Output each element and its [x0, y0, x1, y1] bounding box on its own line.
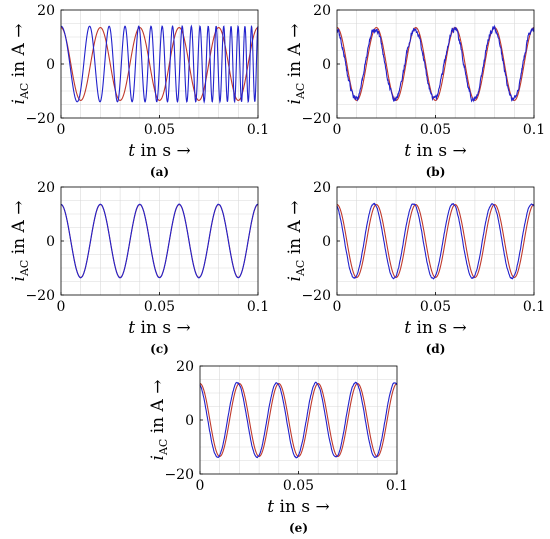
subplot-caption: (b) [426, 165, 446, 179]
y-tick-label: 0 [46, 57, 55, 73]
subplot-caption: (d) [426, 342, 446, 356]
x-axis-label: t in s → [404, 318, 466, 338]
x-axis-label: t in s → [404, 141, 466, 161]
subplot-caption: (e) [289, 521, 308, 535]
y-tick-label: 0 [185, 413, 194, 429]
x-tick-label: 0.1 [247, 122, 269, 138]
series-line-reference [336, 26, 535, 102]
x-tick-label: 0 [333, 122, 342, 138]
x-tick-label: 0 [57, 299, 66, 315]
x-tick-label: 0.05 [420, 122, 451, 138]
subplot-caption: (c) [150, 342, 169, 356]
series-line-reference [336, 203, 535, 279]
y-tick-label: −20 [25, 111, 55, 127]
y-tick-label: 0 [46, 234, 55, 250]
x-tick-label: 0 [196, 478, 205, 494]
series-line-measured [336, 24, 535, 103]
x-tick-label: 0.1 [247, 299, 269, 315]
x-tick-label: 0.05 [420, 299, 451, 315]
x-tick-label: 0.05 [283, 478, 314, 494]
x-axis-label: t in s → [267, 497, 329, 517]
y-axis-label: iAC in A → [285, 201, 307, 282]
x-axis-label: t in s → [128, 141, 190, 161]
y-tick-label: 0 [322, 234, 331, 250]
y-tick-label: 20 [37, 180, 55, 196]
y-axis-label: iAC in A → [9, 201, 31, 282]
x-tick-label: 0 [57, 122, 66, 138]
y-axis-label: iAC in A → [285, 24, 307, 105]
series-line-measured [60, 203, 259, 279]
y-tick-label: −20 [25, 288, 55, 304]
y-tick-label: −20 [301, 288, 331, 304]
y-axis-label: iAC in A → [9, 24, 31, 105]
series-line-measured [60, 24, 259, 104]
subplot-caption: (a) [150, 165, 169, 179]
series-line-measured [336, 202, 535, 280]
x-tick-label: 0.1 [523, 299, 545, 315]
x-tick-label: 0.1 [386, 478, 408, 494]
x-tick-label: 0.1 [523, 122, 545, 138]
y-tick-label: 20 [313, 180, 331, 196]
y-tick-label: −20 [164, 467, 194, 483]
x-tick-label: 0.05 [144, 122, 175, 138]
y-tick-label: 0 [322, 57, 331, 73]
y-tick-label: 20 [176, 359, 194, 375]
series-line-measured [199, 381, 398, 459]
y-tick-label: 20 [313, 3, 331, 19]
x-tick-label: 0 [333, 299, 342, 315]
x-axis-label: t in s → [128, 318, 190, 338]
y-axis-label: iAC in A → [148, 380, 170, 461]
x-tick-label: 0.05 [144, 299, 175, 315]
y-tick-label: −20 [301, 111, 331, 127]
y-tick-label: 20 [37, 3, 55, 19]
